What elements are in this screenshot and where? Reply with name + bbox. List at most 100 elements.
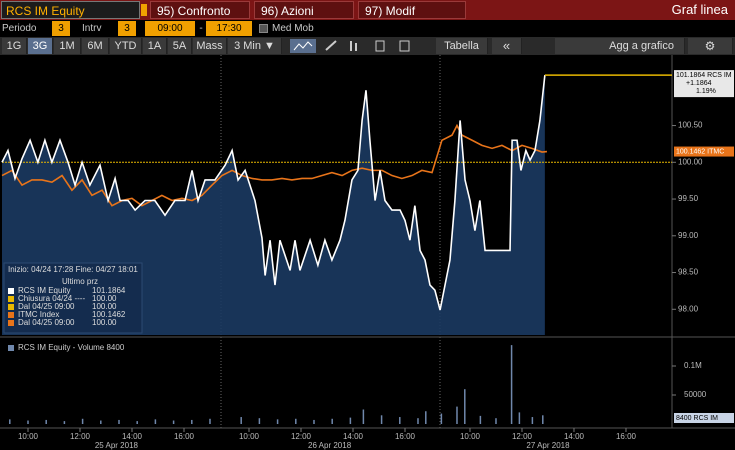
setting-field[interactable]: 09:00 (145, 21, 195, 36)
volume-bar (495, 418, 497, 424)
action-button[interactable]: Agg a grafico (555, 38, 685, 54)
legend: Inizio: 04/24 17:28 Fine: 04/27 18:01 Ul… (3, 262, 143, 334)
checkbox[interactable] (259, 24, 268, 33)
tab[interactable]: Mass (193, 38, 227, 54)
volume-bar (313, 419, 315, 424)
legend-label: Dal 04/25 09:00 (18, 318, 75, 327)
legend-swatch (8, 320, 14, 326)
legend-swatch (8, 296, 14, 302)
volume-bar (172, 420, 175, 424)
volume-bar (531, 417, 534, 424)
x-tick-label: 14:00 (564, 432, 585, 441)
y-tick-label: 0.1M (684, 361, 702, 370)
y-tick-label: 99.00 (678, 231, 699, 240)
value-box-label: 8400 RCS IM (676, 415, 718, 422)
y-tick-label: 99.50 (678, 194, 699, 203)
x-tick-label: 10:00 (18, 432, 39, 441)
y-tick-label: 98.50 (678, 268, 699, 277)
legend-value: 100.00 (92, 318, 117, 327)
volume-bar (399, 417, 401, 424)
legend-swatch (8, 312, 14, 318)
volume-bar (349, 417, 352, 424)
volume-bar (209, 418, 211, 424)
icon (375, 40, 385, 52)
setting-label: Intrv (82, 23, 102, 34)
value-box-label: 100.1462 ITMC (676, 148, 724, 155)
volume-bar (331, 418, 333, 424)
icon (290, 39, 316, 53)
volume-bar (118, 419, 120, 424)
icon (350, 41, 352, 51)
legend-swatch (8, 288, 14, 294)
volume-bar (542, 415, 544, 424)
tab[interactable]: 5A (168, 38, 192, 54)
legend-value: 101.1864 (92, 286, 126, 295)
tab[interactable]: 3G (28, 38, 53, 54)
x-tick-label: 16:00 (174, 432, 195, 441)
setting-field[interactable]: 3 (52, 21, 70, 36)
legend-label: ITMC Index (18, 310, 59, 319)
setting-label: Med Mob (272, 23, 314, 34)
icon (355, 43, 357, 51)
volume-bar (456, 406, 458, 424)
menu-button[interactable]: 97) Modif (358, 1, 466, 19)
legend-box (3, 262, 143, 334)
icon (399, 40, 410, 52)
setting-field[interactable]: 17:30 (206, 21, 252, 36)
volume-bar (440, 413, 443, 424)
volume-bar (81, 418, 84, 424)
date-label: 25 Apr 2018 (95, 441, 139, 450)
setting-field[interactable]: 3 (118, 21, 136, 36)
menu-button[interactable]: 96) Azioni (254, 1, 354, 19)
volume-bar (191, 419, 193, 424)
menu-button[interactable]: 95) Confronto (150, 1, 250, 19)
separator: - (199, 23, 203, 34)
tab[interactable]: 3 Min ▼ (228, 38, 282, 54)
volume-bar (295, 418, 297, 424)
legend-label: RCS IM Equity (18, 286, 70, 295)
volume-bar (240, 417, 242, 424)
value-box-label: 101.1864 RCS IM (676, 72, 732, 79)
x-tick-label: 16:00 (616, 432, 637, 441)
volume-bar (27, 420, 29, 424)
x-tick-label: 16:00 (395, 432, 416, 441)
x-tick-label: 12:00 (291, 432, 312, 441)
x-tick-label: 14:00 (343, 432, 364, 441)
volume-bar (136, 421, 138, 424)
volume-bar (45, 419, 47, 424)
legend-value: 100.1462 (92, 310, 126, 319)
value-box-change: +1.1864 (686, 80, 712, 87)
tab[interactable]: 1G (2, 38, 27, 54)
y-tick-label: 100.50 (678, 121, 703, 130)
value-box-pct: 1.19% (696, 88, 716, 95)
tab[interactable]: 1M (54, 38, 81, 54)
y-tick-label: 50000 (684, 390, 707, 399)
volume-bar (380, 415, 383, 424)
legend-column: Ultimo prz (62, 277, 98, 286)
security-field[interactable]: RCS IM Equity (1, 1, 140, 19)
value-box (674, 70, 734, 98)
y-tick-label: 100.00 (678, 157, 703, 166)
legend-swatch (8, 345, 14, 351)
date-label: 26 Apr 2018 (308, 441, 352, 450)
x-tick-label: 12:00 (70, 432, 91, 441)
action-button[interactable]: Tabella (436, 38, 488, 54)
legend-header: Inizio: 04/24 17:28 Fine: 04/27 18:01 (8, 265, 138, 274)
volume-bar (510, 345, 513, 424)
tab[interactable]: 6M (82, 38, 109, 54)
settings-button[interactable]: ⚙ (688, 38, 733, 54)
legend-label: Dal 04/25 09:00 (18, 302, 75, 311)
volume-bar (479, 415, 482, 424)
x-tick-label: 12:00 (512, 432, 533, 441)
legend-value: 100.00 (92, 302, 117, 311)
tab[interactable]: YTD (110, 38, 142, 54)
tab[interactable]: 1A (143, 38, 167, 54)
volume-bar (518, 412, 521, 424)
date-label: 27 Apr 2018 (526, 441, 570, 450)
x-tick-label: 14:00 (122, 432, 143, 441)
action-button[interactable]: « (492, 38, 522, 54)
volume-title: RCS IM Equity - Volume 8400 (18, 343, 125, 352)
tool-icons[interactable] (288, 38, 433, 54)
